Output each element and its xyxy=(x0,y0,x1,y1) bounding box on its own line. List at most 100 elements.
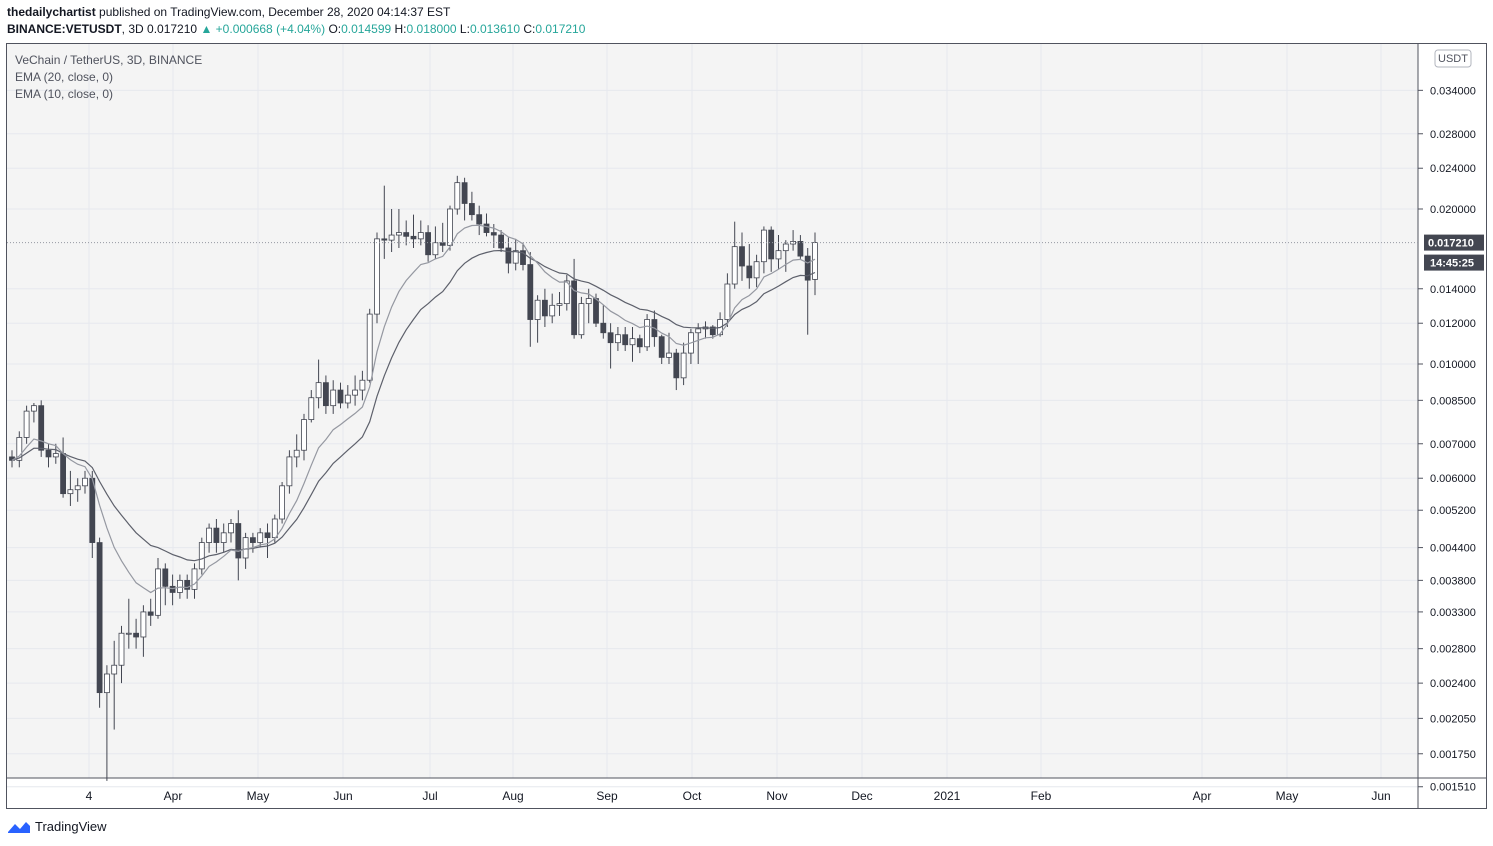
candle xyxy=(301,413,307,461)
candle xyxy=(542,288,548,327)
change-arrow-icon: ▲ xyxy=(200,22,213,36)
ema10-line xyxy=(11,224,816,594)
candle-body-down xyxy=(542,299,548,317)
candle-body-up xyxy=(388,234,395,241)
candle-body-up xyxy=(82,477,88,487)
candle-body-down xyxy=(636,338,643,348)
candle-body-up xyxy=(74,485,81,491)
candle-body-up xyxy=(563,280,570,305)
candle xyxy=(673,348,680,391)
candle-body-up xyxy=(724,283,731,320)
candle xyxy=(125,598,132,649)
candle-body-up xyxy=(301,419,307,451)
currency-badge xyxy=(1434,49,1472,68)
legend-title: VeChain / TetherUS, 3D, BINANCE xyxy=(15,53,203,67)
candle-body-up xyxy=(344,394,351,404)
candle xyxy=(111,640,118,730)
candle-body-down xyxy=(410,235,417,240)
x-tick-label: Apr xyxy=(164,789,183,803)
candle xyxy=(228,519,234,543)
candle xyxy=(746,244,753,289)
y-tick-label: 0.002400 xyxy=(1430,678,1476,690)
candle xyxy=(768,226,775,272)
currency-label: USDT xyxy=(1438,53,1468,65)
symbol: BINANCE:VETUSDT xyxy=(7,22,122,36)
candle-body-up xyxy=(352,389,359,396)
candle-body-down xyxy=(571,280,577,336)
candle-body-up xyxy=(775,250,782,260)
candle-body-down xyxy=(235,523,242,559)
candle-body-up xyxy=(549,304,556,317)
candle xyxy=(38,400,45,457)
candle xyxy=(753,254,760,288)
candle xyxy=(286,450,293,494)
plot-background xyxy=(7,44,1418,778)
low-label: L: xyxy=(459,22,470,36)
legend-ema10: EMA (10, close, 0) xyxy=(15,87,114,101)
y-tick-label: 0.002050 xyxy=(1430,713,1476,725)
candle-body-up xyxy=(782,243,789,252)
candle xyxy=(330,380,337,414)
candle-body-down xyxy=(133,632,140,638)
y-tick-label: 0.012000 xyxy=(1430,318,1476,330)
candle xyxy=(476,205,483,236)
x-tick-label: May xyxy=(1276,789,1299,803)
candle xyxy=(607,323,614,369)
y-tick-label: 0.003800 xyxy=(1430,575,1476,587)
y-tick-label: 0.020000 xyxy=(1430,204,1476,216)
candle-body-up xyxy=(279,485,286,520)
candle-body-up xyxy=(111,664,118,675)
x-tick-label: 4 xyxy=(86,789,93,803)
candle-body-up xyxy=(695,328,702,334)
candle xyxy=(308,390,315,423)
candle xyxy=(293,434,300,468)
candle-body-up xyxy=(286,456,293,487)
candle-body-up xyxy=(125,632,132,635)
candle xyxy=(658,334,665,364)
last-price: 0.017210 xyxy=(147,22,198,36)
candle-body-down xyxy=(381,238,388,241)
candle-body-up xyxy=(395,232,402,236)
candle xyxy=(505,237,512,274)
candle-body-down xyxy=(498,234,505,249)
tradingview-logo-icon xyxy=(8,821,30,833)
candle xyxy=(644,314,650,351)
candle xyxy=(352,375,359,406)
candle-body-down xyxy=(804,255,811,281)
candle-body-up xyxy=(220,532,227,543)
candle-body-up xyxy=(191,568,198,590)
candle xyxy=(636,334,643,354)
candle xyxy=(337,382,344,409)
candle-body-up xyxy=(666,352,672,358)
candle-body-down xyxy=(505,247,512,264)
x-tick-label: Apr xyxy=(1193,789,1212,803)
candle xyxy=(381,185,388,259)
candle xyxy=(96,537,103,708)
candle xyxy=(739,232,745,281)
candle-body-up xyxy=(140,611,147,638)
interval: 3D xyxy=(128,22,144,36)
candle-body-up xyxy=(23,410,30,438)
y-tick-label: 0.002800 xyxy=(1430,644,1476,656)
x-tick-label: May xyxy=(247,789,270,803)
candle xyxy=(395,209,402,248)
low-value: 0.013610 xyxy=(469,22,520,36)
candle-body-down xyxy=(322,382,329,407)
candle xyxy=(600,305,607,339)
candle-body-up xyxy=(155,568,161,616)
published-text: published on TradingView.com, December 2… xyxy=(99,5,451,19)
candle-body-up xyxy=(271,518,278,539)
x-tick-label: 2021 xyxy=(934,789,961,803)
candle-body-down xyxy=(746,265,753,279)
candle xyxy=(45,443,52,468)
candle xyxy=(527,252,534,347)
publish-info: thedailychartist published on TradingVie… xyxy=(7,5,450,19)
candle xyxy=(118,625,125,684)
x-tick-label: Feb xyxy=(1031,789,1052,803)
x-tick-label: Dec xyxy=(851,789,872,803)
candle-body-up xyxy=(52,453,59,458)
countdown-tag-bg xyxy=(1424,254,1484,271)
candle xyxy=(797,235,804,259)
candle xyxy=(629,326,636,362)
